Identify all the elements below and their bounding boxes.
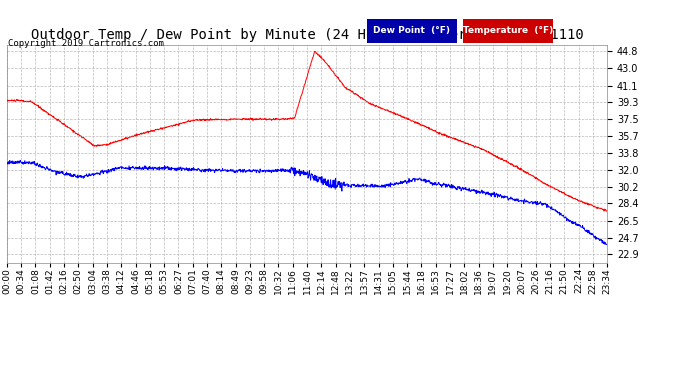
Text: Copyright 2019 Cartronics.com: Copyright 2019 Cartronics.com [8, 39, 164, 48]
Text: Temperature  (°F): Temperature (°F) [463, 26, 553, 36]
Title: Outdoor Temp / Dew Point by Minute (24 Hours) (Alternate) 20191110: Outdoor Temp / Dew Point by Minute (24 H… [30, 28, 584, 42]
Text: Dew Point  (°F): Dew Point (°F) [373, 26, 451, 36]
